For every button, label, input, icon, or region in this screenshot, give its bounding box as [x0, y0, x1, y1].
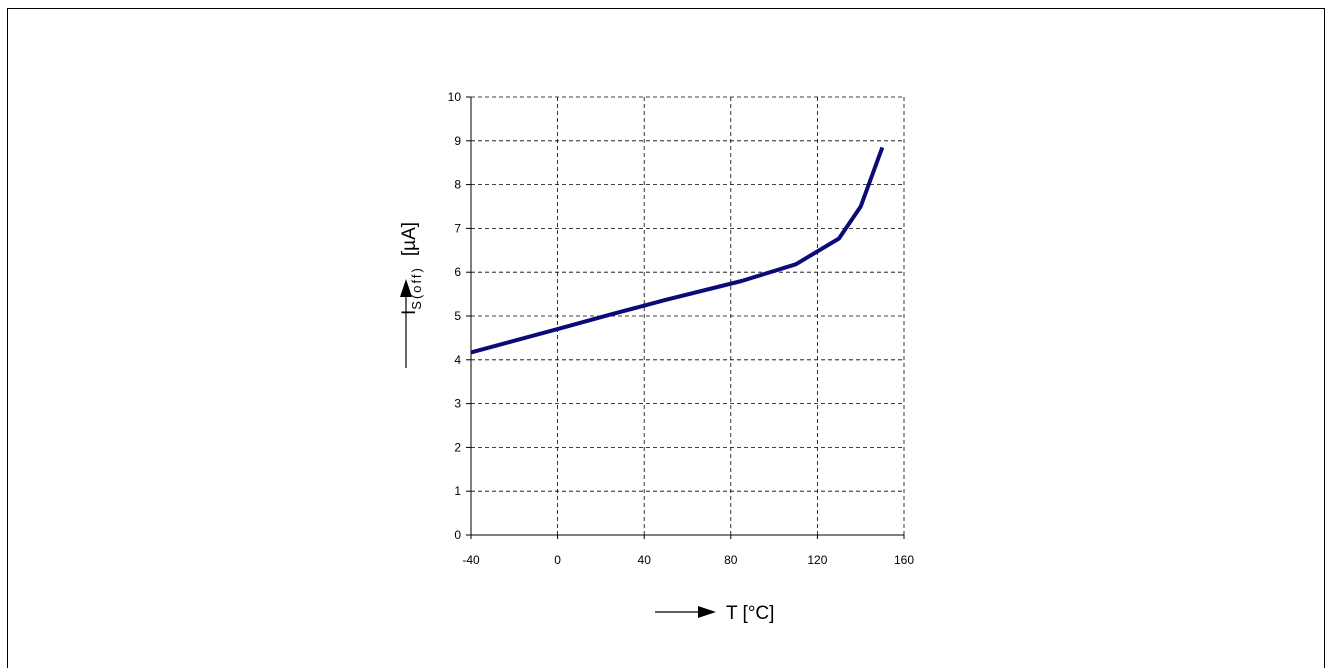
svg-text:IS(off)[µA]: IS(off) [µA]: [399, 222, 424, 315]
x-axis-arrow: [655, 606, 716, 618]
y-axis-title: IS(off) [µA]: [399, 222, 424, 315]
y-tick-label: 8: [454, 178, 461, 192]
x-axis-title: T [°C]: [726, 603, 774, 624]
x-tick-label: 40: [638, 553, 652, 567]
x-tick-label: -40: [462, 553, 480, 567]
y-tick-label: 5: [454, 309, 461, 323]
y-tick-label: 2: [454, 440, 461, 454]
y-tick-label: 4: [454, 353, 461, 367]
y-tick-label: 10: [448, 90, 462, 104]
y-tick-label: 0: [454, 528, 461, 542]
grid: [471, 96, 905, 535]
y-tick-label: 1: [454, 484, 461, 498]
y-tick-label: 7: [454, 221, 461, 235]
x-tick-label: 0: [554, 553, 561, 567]
series-line: [470, 146, 885, 355]
x-tick-label: 80: [724, 553, 738, 567]
x-tick-label: 160: [894, 553, 914, 567]
figure-frame: [7, 8, 1325, 668]
y-axis-subscript: S(off): [409, 266, 424, 310]
y-axis-unit: [µA]: [399, 222, 420, 256]
y-tick-label: 6: [454, 265, 461, 279]
series: [470, 146, 885, 355]
y-axis-symbol: I: [399, 310, 420, 315]
y-tick-label: 9: [454, 134, 461, 148]
x-tick-label: 120: [807, 553, 827, 567]
y-tick-label: 3: [454, 397, 461, 411]
y-axis-arrow: [400, 279, 412, 368]
axes: [466, 96, 905, 539]
